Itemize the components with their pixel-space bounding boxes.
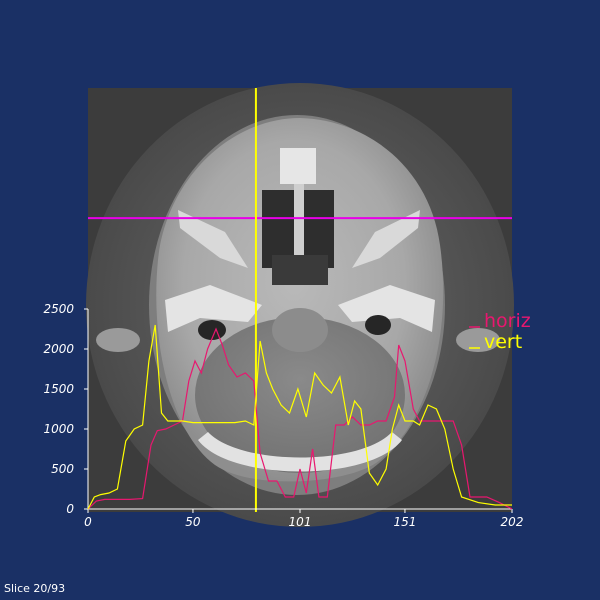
y-tick-label: 1000 [43, 422, 74, 436]
occipital-bone [198, 432, 402, 472]
legend-label-horiz: horiz [484, 310, 531, 332]
y-tick-label: 0 [66, 502, 74, 516]
y-tick-label: 500 [51, 462, 74, 476]
ear-left [96, 328, 140, 352]
ct-slice-image [86, 83, 514, 527]
series-line-vert [87, 324, 512, 510]
y-tick-label: 2500 [43, 302, 74, 316]
x-tick-label: 101 [289, 515, 312, 529]
x-tick-label: 151 [393, 515, 416, 529]
crosshair[interactable] [88, 88, 512, 512]
mastoid-right [365, 315, 391, 335]
plot-axes: 0 500 1000 1500 2000 2500 0 50 101 151 202 [43, 302, 523, 529]
nasal-bone [280, 148, 316, 184]
zygoma-right [352, 210, 420, 268]
sphenoid [272, 255, 328, 285]
slice-indicator: Slice 20/93 [4, 582, 66, 595]
nasal-septum [294, 182, 304, 272]
petrous-left [165, 285, 262, 332]
profile-plot: 0 500 1000 1500 2000 2500 0 50 101 151 202 horizve… [43, 302, 530, 529]
petrous-right [338, 285, 435, 332]
x-tick-label: 0 [84, 515, 92, 529]
y-tick-label: 2000 [43, 342, 74, 356]
plot-series [87, 324, 513, 510]
series-line-horiz [87, 327, 513, 510]
zygoma-left [178, 210, 248, 268]
x-tick-label: 50 [185, 515, 201, 529]
brainstem [272, 308, 328, 352]
legend-label-vert: vert [484, 331, 522, 353]
x-tick-label: 202 [501, 515, 524, 529]
ear-right [456, 328, 500, 352]
y-tick-label: 1500 [43, 382, 74, 396]
